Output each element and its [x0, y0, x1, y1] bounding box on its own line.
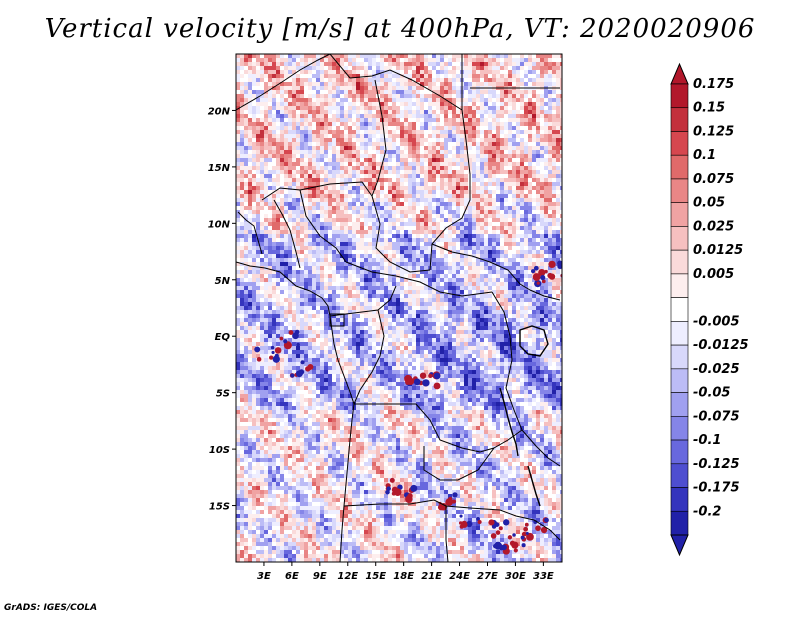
- map-axes: 20N 15N 10N 5N EQ 5S 10S 15S 3E 6E 9E 12E 15E 18E 21E 2…: [208, 106, 554, 582]
- coastline-gabon: [329, 315, 355, 405]
- velocity-field: [236, 54, 562, 562]
- colorbar-label: -0.075: [693, 409, 740, 424]
- colorbar-segment: [670, 344, 689, 370]
- lon-tick-label: 24E: [449, 571, 470, 582]
- border-car: [345, 261, 493, 297]
- border-small-2: [273, 199, 301, 269]
- map-frame: [235, 53, 563, 563]
- colorbar-label: -0.125: [693, 457, 740, 472]
- border-sudan: [429, 174, 471, 271]
- colorbar-segment: [670, 273, 689, 298]
- lon-tick-label: 18E: [393, 571, 414, 582]
- colorbar-label: -0.175: [693, 481, 740, 496]
- border-congo-drc: [353, 309, 385, 405]
- colorbar-label: -0.005: [693, 314, 740, 329]
- colorbar-segment: [670, 392, 689, 417]
- colorbar-segment: [670, 83, 689, 109]
- border-nigeria: [261, 187, 347, 263]
- colorbar-label: 0.005: [693, 267, 734, 282]
- colorbar-segment: [670, 463, 689, 488]
- colorbar-label: -0.0125: [693, 338, 749, 353]
- colorbar-segment: [670, 368, 689, 393]
- border-north-2: [329, 54, 463, 111]
- colorbar-label: -0.025: [693, 362, 740, 377]
- colorbar-label: 0.125: [693, 124, 734, 139]
- lon-tick-label: 21E: [421, 571, 442, 582]
- lon-tick-label: 3E: [257, 571, 271, 582]
- colorbar-label: 0.075: [693, 172, 734, 187]
- equatorial-guinea-border: [329, 313, 345, 327]
- lat-tick-label: 5S: [216, 389, 230, 400]
- lake-tanganyika: [499, 387, 519, 457]
- border-botswana: [445, 506, 449, 562]
- lake-malawi: [527, 465, 541, 507]
- lon-tick-label: 15E: [365, 571, 386, 582]
- colorbar-bottom-arrow: [670, 534, 689, 557]
- lat-tick-label: 10S: [209, 445, 230, 456]
- lon-tick-label: 12E: [337, 571, 358, 582]
- colorbar-segment: [670, 297, 689, 322]
- colorbar-label: -0.05: [693, 386, 730, 401]
- coastline-west-africa: [236, 261, 331, 317]
- colorbar-label: -0.1: [693, 433, 721, 448]
- border-chad-sudan: [371, 195, 431, 273]
- colorbar-segment: [670, 202, 689, 227]
- colorbar-segment: [670, 249, 689, 275]
- colorbar-label: 0.1: [693, 148, 716, 163]
- lat-tick-label: 15S: [209, 502, 230, 513]
- border-egypt: [461, 54, 471, 175]
- lat-tick-label: EQ: [215, 332, 231, 343]
- lon-tick-label: 33E: [533, 571, 554, 582]
- lat-tick-label: 20N: [208, 106, 231, 117]
- lat-tick-label: 15N: [208, 163, 231, 174]
- border-angola-namibia: [343, 499, 501, 511]
- colorbar-segment: [670, 178, 689, 203]
- border-drc-east: [491, 291, 523, 431]
- coastline-angola: [339, 403, 355, 562]
- border-south-sudan: [431, 243, 531, 291]
- colorbar-segment: [670, 510, 689, 536]
- border-zambia: [423, 429, 523, 481]
- credit-text: GrADS: IGES/COLA: [4, 603, 98, 613]
- border-drc-south: [354, 403, 495, 453]
- chart-title: Vertical velocity [m/s] at 400hPa, VT: 2…: [44, 14, 756, 44]
- lon-tick-label: 9E: [313, 571, 327, 582]
- colorbar-segment: [670, 487, 689, 512]
- colorbar-segment: [670, 131, 689, 156]
- colorbar-segment: [670, 416, 689, 441]
- colorbar-segment: [670, 439, 689, 465]
- colorbar-segment: [670, 321, 689, 346]
- lon-tick-label: 27E: [477, 571, 498, 582]
- border-small-1: [237, 211, 263, 255]
- country-borders: [236, 54, 561, 562]
- border-zimbabwe: [499, 509, 561, 541]
- lat-tick-label: 10N: [208, 219, 231, 230]
- border-niger-chad: [299, 181, 373, 197]
- colorbar-label: 0.05: [693, 196, 725, 211]
- colorbar-segment: [670, 226, 689, 251]
- lon-tick-label: 6E: [285, 571, 299, 582]
- border-tanzania: [521, 429, 561, 467]
- colorbar-label: 0.0125: [693, 243, 743, 258]
- colorbar-segment: [670, 107, 689, 132]
- border-chad-north: [371, 79, 387, 197]
- colorbar-label: 0.025: [693, 219, 734, 234]
- border-north-1: [236, 54, 331, 111]
- colorbar-label: -0.2: [693, 504, 721, 519]
- colorbar-top-arrow: [670, 62, 689, 85]
- lon-tick-label: 30E: [505, 571, 526, 582]
- colorbar-segment: [670, 154, 689, 180]
- colorbar-label: 0.15: [693, 101, 725, 116]
- lat-tick-label: 5N: [215, 276, 231, 287]
- border-east: [529, 289, 561, 301]
- colorbar-label: 0.175: [693, 77, 734, 92]
- lake-victoria: [519, 325, 549, 357]
